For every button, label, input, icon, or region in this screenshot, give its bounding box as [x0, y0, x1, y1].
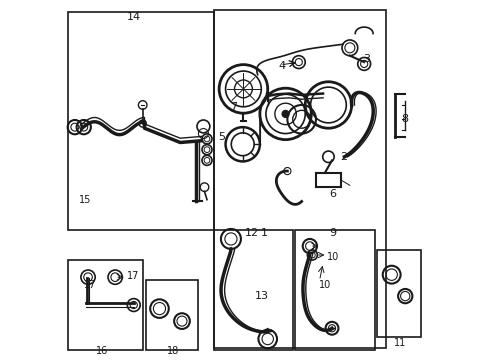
Text: 4: 4: [278, 61, 285, 71]
Bar: [146, 280, 198, 350]
Text: 10: 10: [326, 252, 339, 262]
Text: 15: 15: [79, 195, 92, 204]
Bar: [67, 260, 142, 350]
Text: 2: 2: [340, 152, 347, 162]
Bar: [376, 249, 421, 337]
Text: 17: 17: [84, 280, 96, 291]
Text: 6: 6: [329, 189, 336, 199]
Text: 1: 1: [260, 228, 267, 238]
Text: 11: 11: [393, 338, 405, 347]
Bar: [67, 12, 214, 230]
Text: 13: 13: [254, 291, 268, 301]
Text: 18: 18: [166, 346, 179, 356]
Bar: [214, 10, 385, 348]
Circle shape: [282, 111, 288, 117]
Text: 17: 17: [126, 271, 139, 281]
Text: 14: 14: [126, 13, 141, 22]
Text: 16: 16: [95, 346, 107, 356]
Text: 7: 7: [230, 102, 237, 112]
Text: 10: 10: [318, 280, 330, 291]
Text: 9: 9: [329, 228, 336, 238]
Bar: [294, 230, 374, 350]
Bar: [214, 230, 292, 350]
Text: 12: 12: [244, 228, 258, 238]
Text: 8: 8: [400, 114, 407, 124]
Text: 5: 5: [218, 132, 225, 142]
Text: 3: 3: [363, 54, 370, 64]
